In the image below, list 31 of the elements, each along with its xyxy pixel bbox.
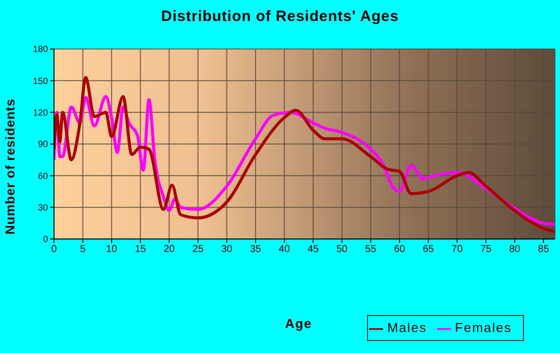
- x-tick-label: 5: [80, 244, 86, 256]
- x-tick-label: 70: [452, 244, 464, 256]
- x-tick-label: 85: [538, 244, 550, 256]
- x-tick-label: 10: [106, 244, 118, 256]
- y-tick-label: 90: [38, 139, 48, 150]
- legend-label: Females: [454, 320, 512, 336]
- x-tick-label: 55: [365, 244, 377, 256]
- y-tick-label: 30: [38, 202, 48, 213]
- x-axis-title: Age: [285, 316, 312, 331]
- x-tick-label: 50: [336, 244, 348, 256]
- y-tick-label: 60: [38, 170, 48, 181]
- line-series: [54, 76, 555, 234]
- y-tick-label: 150: [32, 76, 48, 86]
- x-tick-label: 40: [278, 244, 290, 256]
- x-tick-label: 65: [422, 244, 434, 256]
- x-tick-label: 35: [250, 244, 262, 256]
- y-axis-title: Number of residents: [2, 98, 18, 236]
- x-tick-label: 0: [51, 244, 58, 256]
- legend-label: Males: [387, 320, 427, 336]
- chart-title: Distribution of Residents' Ages: [160, 8, 400, 25]
- y-tick-label: 180: [32, 44, 48, 54]
- x-tick-label: 25: [192, 244, 204, 256]
- x-tick-label: 60: [394, 244, 406, 256]
- x-tick-label: 75: [480, 244, 492, 256]
- x-tick-label: 80: [509, 244, 521, 256]
- y-tick-label: 0: [42, 234, 48, 244]
- x-tick-label: 30: [221, 244, 233, 256]
- x-tick-label: 45: [308, 244, 320, 256]
- y-tick-label: 120: [32, 108, 48, 118]
- x-tick-label: 15: [134, 244, 146, 256]
- x-tick-label: 20: [164, 244, 176, 256]
